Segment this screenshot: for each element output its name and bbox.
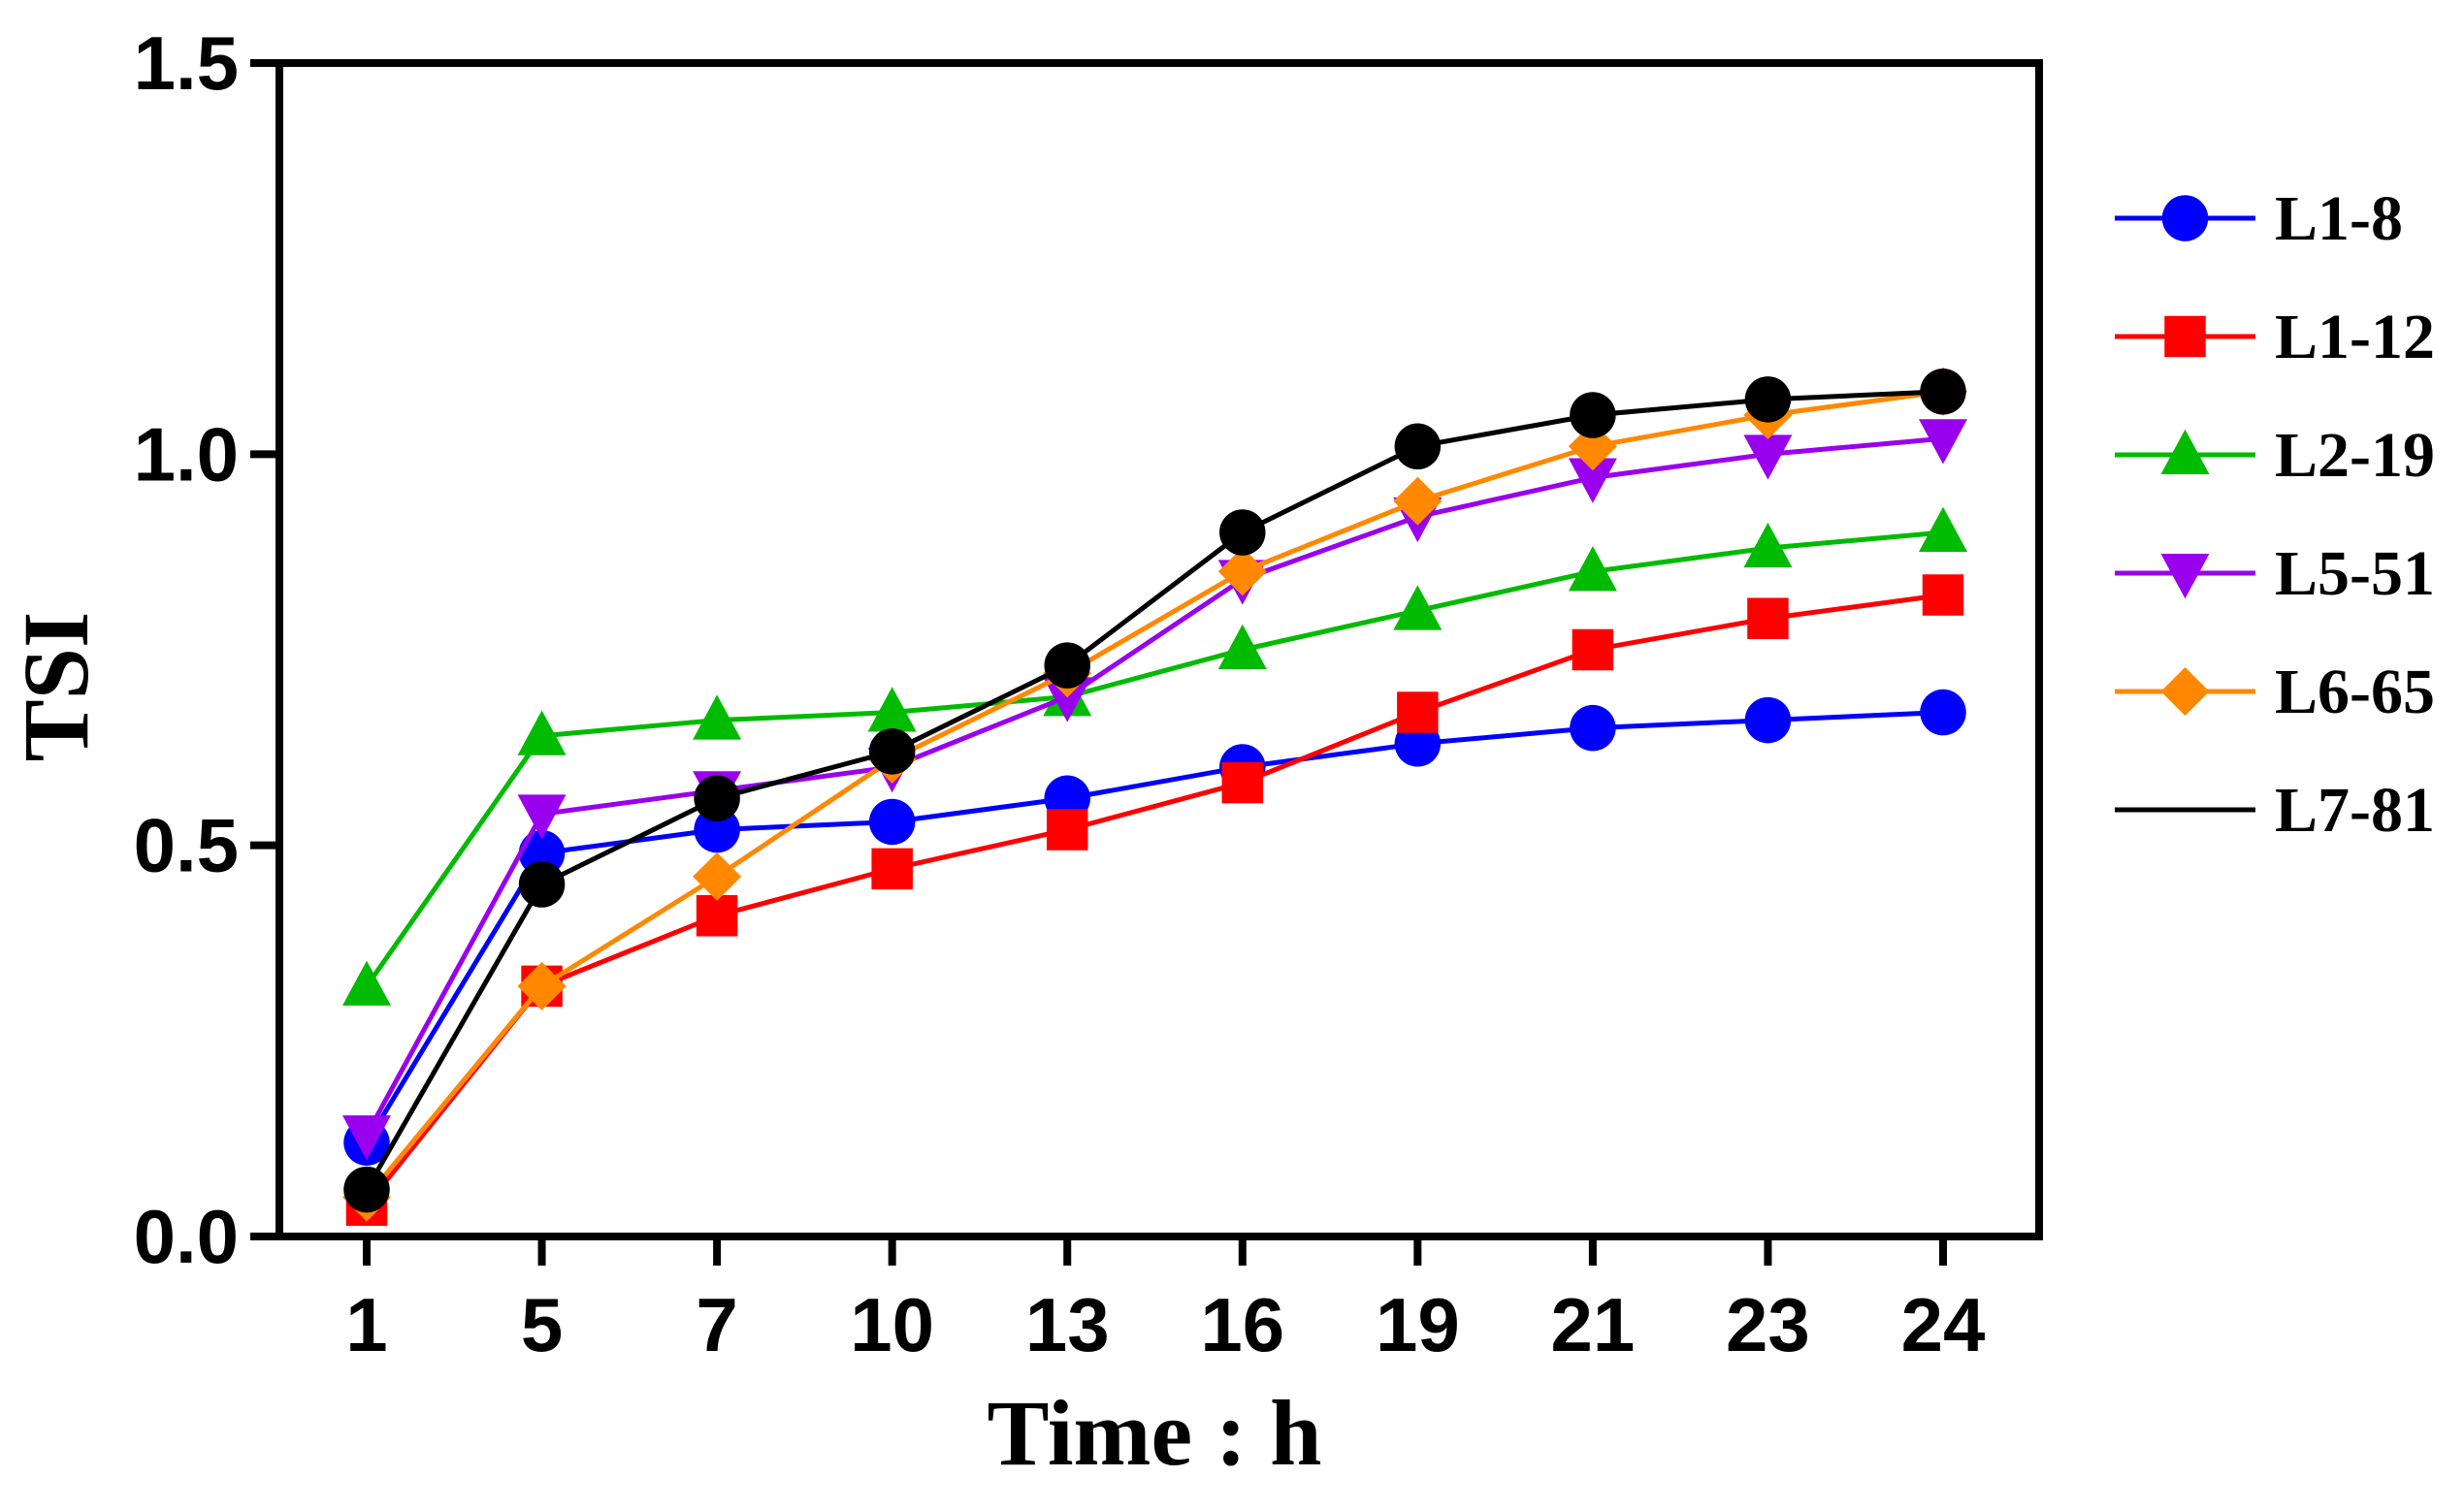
x-tick-label: 16 — [1200, 1282, 1284, 1367]
data-point-L1-8 — [1570, 704, 1616, 752]
data-point-L2-19 — [1919, 506, 1967, 552]
legend-item: L7-81 — [2115, 775, 2435, 846]
series-line-L2-19 — [364, 530, 1944, 988]
legend-swatch-marker — [2160, 554, 2210, 599]
series-line-L5-51 — [364, 435, 1944, 1137]
series-layer — [342, 367, 1967, 1226]
data-point-L1-8 — [1744, 696, 1792, 744]
data-point-L5-51 — [1568, 458, 1617, 503]
data-point-L1-12 — [871, 848, 913, 890]
legend-label: L5-51 — [2275, 538, 2435, 609]
data-point-L5-51 — [1743, 434, 1793, 480]
legend-item: L5-51 — [2115, 538, 2435, 609]
legend-label: L1-8 — [2275, 183, 2403, 254]
series-L5-51 — [342, 419, 1967, 1161]
x-tick-label: 7 — [696, 1282, 737, 1367]
y-tick-label: 0.5 — [134, 803, 239, 888]
data-point-L7-81 — [1044, 642, 1090, 689]
data-point-L1-12 — [1046, 809, 1088, 851]
data-point-L1-8 — [868, 798, 916, 846]
x-axis-title: Time : h — [988, 1381, 1322, 1485]
series-line-L6-65 — [365, 389, 1944, 1200]
y-tick-label: 0.0 — [134, 1194, 239, 1279]
data-point-L2-19 — [693, 694, 742, 740]
series-L7-81 — [343, 369, 1966, 1213]
x-tick-label: 1 — [345, 1282, 387, 1367]
data-point-L2-19 — [342, 960, 391, 1006]
axes: 0.0 0.5 1.0 1.5 1 5 7 10 13 16 19 21 23 24 — [134, 20, 2043, 1367]
x-tick-label: 21 — [1551, 1282, 1636, 1367]
plot-frame — [276, 59, 2043, 1240]
legend-swatch-marker — [2164, 315, 2206, 358]
data-point-L2-19 — [1743, 522, 1793, 568]
legend-label: L7-81 — [2275, 775, 2435, 846]
data-point-L5-51 — [1043, 677, 1092, 722]
data-point-L7-81 — [1744, 376, 1792, 423]
x-tick-label: 5 — [521, 1282, 563, 1367]
legend-item: L2-19 — [2115, 420, 2435, 491]
series-line-L7-81 — [364, 389, 1944, 1191]
data-point-L2-19 — [517, 710, 567, 755]
data-point-L6-65 — [1393, 476, 1443, 526]
data-point-L1-8 — [1920, 689, 1966, 736]
data-point-L7-81 — [694, 775, 740, 822]
y-axis-title: TSI — [4, 612, 108, 762]
data-point-L6-65 — [517, 961, 567, 1011]
series-line-L1-12 — [365, 593, 1944, 1207]
x-tick-label: 24 — [1901, 1282, 1986, 1367]
legend-item: L1-12 — [2115, 302, 2435, 372]
y-tick-label: 1.5 — [134, 20, 239, 106]
series-L2-19 — [342, 506, 1967, 1006]
data-point-L2-19 — [867, 687, 917, 732]
legend-swatch-marker — [2160, 667, 2210, 716]
data-point-L7-81 — [343, 1166, 390, 1213]
legend: L1-8 L1-12 L2-19 L5-51 L6-65 L7-81 — [2115, 183, 2435, 846]
data-point-L7-81 — [1570, 392, 1616, 438]
legend-label: L6-65 — [2275, 657, 2435, 727]
data-point-L1-12 — [696, 895, 738, 937]
data-point-L2-19 — [1568, 546, 1617, 592]
series-L1-8 — [343, 689, 1966, 1166]
data-point-L6-65 — [1217, 547, 1267, 596]
data-point-L2-19 — [1393, 585, 1443, 630]
data-point-L5-51 — [342, 1115, 391, 1161]
legend-item: L6-65 — [2115, 657, 2435, 727]
series-line-L1-8 — [364, 710, 1944, 1144]
x-tick-label: 13 — [1025, 1282, 1110, 1367]
data-point-L7-81 — [868, 728, 916, 775]
data-point-L1-12 — [1397, 691, 1439, 733]
data-point-L7-81 — [1920, 369, 1966, 415]
x-tick-label: 10 — [850, 1282, 934, 1367]
x-tick-label: 19 — [1376, 1282, 1460, 1367]
legend-label: L2-19 — [2275, 420, 2435, 491]
data-point-L7-81 — [518, 861, 566, 908]
data-point-L7-81 — [1394, 423, 1442, 470]
data-point-L5-51 — [1919, 419, 1967, 465]
legend-swatch-marker — [2160, 429, 2210, 474]
data-point-L6-65 — [693, 851, 742, 901]
data-point-L1-12 — [1221, 761, 1264, 804]
data-point-L5-51 — [517, 794, 567, 840]
legend-item: L1-8 — [2115, 183, 2403, 254]
x-tick-label: 23 — [1726, 1282, 1810, 1367]
data-point-L1-12 — [1747, 597, 1789, 639]
y-tick-label: 1.0 — [134, 411, 239, 497]
data-point-L2-19 — [1217, 624, 1267, 669]
legend-label: L1-12 — [2275, 302, 2435, 372]
data-point-L1-12 — [1572, 628, 1614, 671]
data-point-L1-12 — [1922, 574, 1964, 616]
series-L6-65 — [342, 367, 1967, 1222]
legend-swatch-marker — [2161, 195, 2209, 241]
data-point-L7-81 — [1219, 509, 1266, 556]
